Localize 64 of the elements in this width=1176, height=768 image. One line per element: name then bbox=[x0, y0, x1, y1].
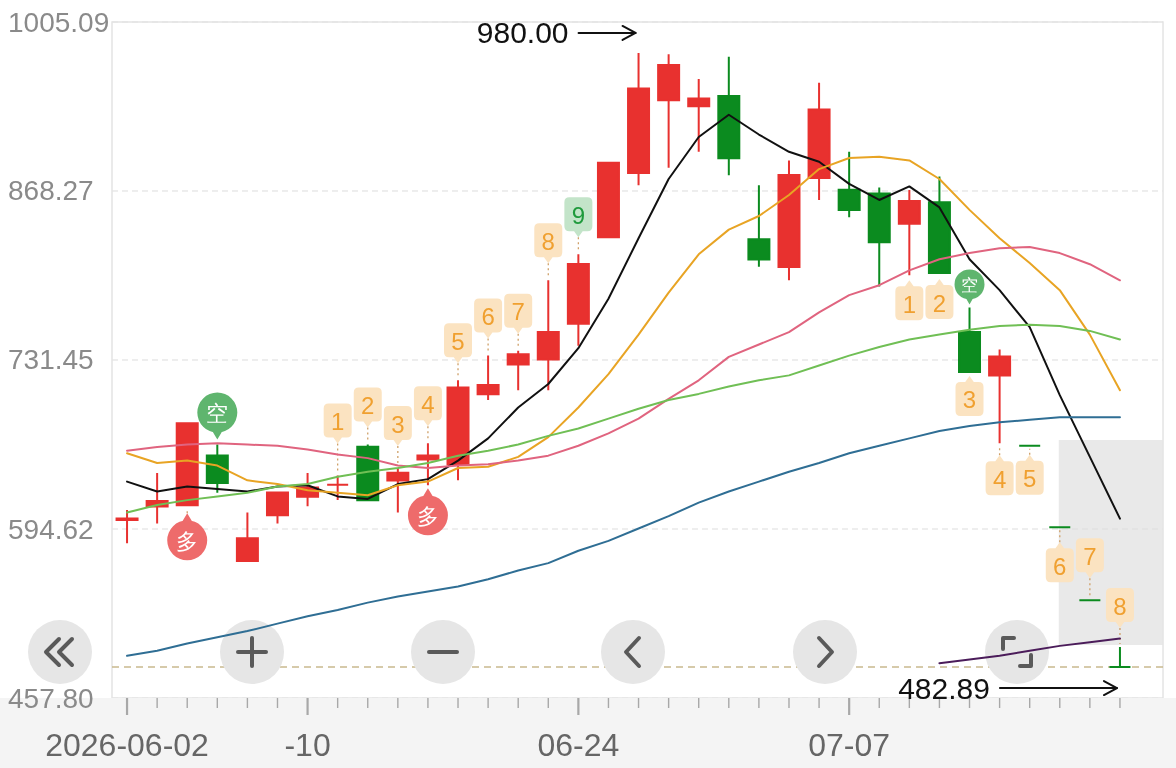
annotation: 3 bbox=[962, 386, 977, 414]
candlestick bbox=[596, 161, 620, 239]
annotation: 6 bbox=[1053, 552, 1067, 580]
candlestick bbox=[175, 422, 199, 507]
annotation: 4 bbox=[421, 390, 435, 418]
annotation: 9 bbox=[571, 201, 586, 229]
candlestick bbox=[265, 491, 289, 525]
annotation: 多 bbox=[176, 528, 199, 554]
annotation: 2 bbox=[932, 289, 947, 317]
x-tick-label: 06-24 bbox=[537, 727, 620, 763]
annotation: 多 bbox=[416, 503, 439, 529]
candlestick bbox=[717, 55, 741, 177]
candlestick bbox=[777, 159, 801, 282]
annotation: 7 bbox=[511, 298, 525, 326]
y-tick-label: 1005.09 bbox=[8, 6, 110, 38]
y-tick-label: 731.45 bbox=[8, 344, 94, 376]
x-tick-label: 07-07 bbox=[808, 727, 891, 763]
annotation: 482.89 bbox=[898, 671, 990, 705]
candlestick bbox=[837, 150, 861, 219]
annotation: 2 bbox=[361, 392, 375, 420]
annotation: 空 bbox=[206, 401, 229, 427]
candlestick bbox=[657, 53, 681, 169]
annotation: 3 bbox=[391, 410, 405, 438]
candlestick bbox=[687, 77, 711, 153]
line-series bbox=[126, 155, 1121, 497]
y-tick-label: 457.80 bbox=[8, 682, 94, 714]
candlestick bbox=[1078, 599, 1102, 602]
annotation: 1 bbox=[330, 407, 345, 435]
candlestick bbox=[416, 442, 440, 487]
annotation: 5 bbox=[451, 327, 465, 355]
annotation: 7 bbox=[1083, 542, 1097, 570]
candlestick bbox=[897, 189, 921, 277]
annotation: 4 bbox=[992, 465, 1007, 493]
annotation: 6 bbox=[481, 303, 495, 331]
candlestick bbox=[536, 279, 560, 392]
candlestick bbox=[958, 306, 982, 373]
candlestick bbox=[1108, 646, 1132, 669]
x-tick-label: -10 bbox=[284, 727, 331, 763]
candlestick bbox=[747, 184, 771, 268]
candlestick bbox=[506, 349, 530, 392]
candlestick bbox=[988, 348, 1012, 445]
candlestick bbox=[115, 509, 139, 545]
candlestick bbox=[1018, 444, 1042, 447]
annotation: 1 bbox=[902, 290, 917, 318]
line-series bbox=[938, 637, 1121, 665]
candlestick bbox=[235, 511, 259, 562]
y-tick-label: 594.62 bbox=[8, 513, 94, 545]
candlestick bbox=[566, 253, 590, 347]
x-tick-label: 2026-06-02 bbox=[45, 727, 209, 763]
annotation: 5 bbox=[1023, 465, 1037, 493]
candlestick bbox=[807, 81, 831, 201]
candlestick bbox=[927, 175, 951, 275]
annotation: 980.00 bbox=[476, 16, 569, 50]
candlestick bbox=[476, 354, 500, 402]
annotation: 8 bbox=[541, 227, 555, 255]
candlestick bbox=[326, 474, 350, 502]
annotation: 空 bbox=[961, 275, 979, 295]
candlestick bbox=[205, 443, 229, 494]
annotation: 8 bbox=[1113, 592, 1127, 620]
candlestick bbox=[446, 379, 470, 482]
candlestick bbox=[386, 467, 410, 514]
candlestick bbox=[1048, 526, 1072, 529]
y-tick-label: 868.27 bbox=[8, 175, 94, 207]
candlestick bbox=[627, 51, 651, 187]
